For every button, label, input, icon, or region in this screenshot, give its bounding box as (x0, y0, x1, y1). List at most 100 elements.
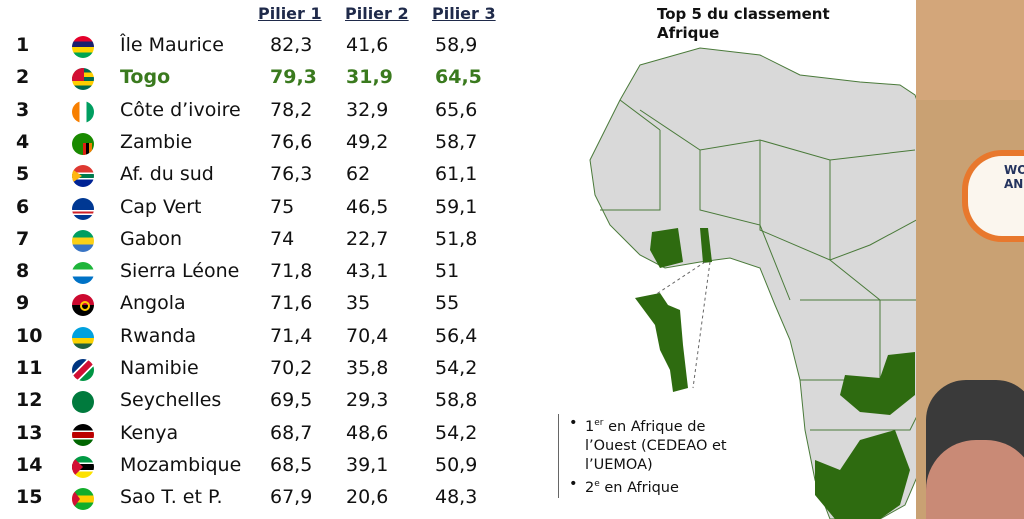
togo-enlarged (635, 293, 688, 392)
zoom-connector-lines (654, 261, 711, 389)
pilier-1-value: 68,5 (270, 453, 313, 476)
note-1-sup: er (594, 418, 604, 428)
pilier-3-value: 65,6 (435, 98, 478, 121)
pilier-1-value: 70,2 (270, 357, 313, 379)
pilier-2-value: 62 (346, 163, 371, 186)
pilier-2-value: 46,5 (346, 195, 389, 218)
decorative-illustration (916, 0, 1024, 519)
rank: 10 (16, 324, 43, 347)
pilier-2-value: 49,2 (346, 130, 389, 153)
rank: 13 (16, 421, 43, 444)
pilier-1-value: 79,3 (270, 66, 317, 89)
pilier-1-value: 67,9 (270, 486, 313, 509)
rank: 12 (16, 389, 43, 412)
pilier-1-value: 71,6 (270, 292, 313, 315)
rank: 7 (16, 227, 30, 250)
country-name: Namibie (120, 357, 199, 379)
rank: 14 (16, 453, 43, 476)
country-name: Seychelles (120, 389, 222, 412)
pilier-3-value: 54,2 (435, 357, 478, 379)
table-row: 13 Kenya 68,7 48,6 54,2 (0, 417, 520, 449)
pilier-2-value: 32,9 (346, 98, 389, 121)
country-name: Af. du sud (120, 163, 214, 186)
togo-region (700, 228, 712, 263)
country-name: Angola (120, 292, 186, 315)
sao-tome-flag-icon (72, 488, 94, 511)
note-2: 2e en Afrique (569, 475, 749, 498)
togo-flag-icon (72, 68, 94, 91)
sierra-leone-flag-icon (72, 262, 94, 285)
pilier-3-value: 64,5 (435, 66, 482, 89)
logo-text-line2: AN (1004, 177, 1024, 191)
pilier-2-value: 31,9 (346, 66, 393, 89)
gabon-flag-icon (72, 229, 94, 252)
south-africa-region (815, 430, 910, 519)
pilier-1-value: 68,7 (270, 421, 313, 444)
pilier-3-value: 51,8 (435, 227, 478, 250)
table-row: 4 Zambie 76,6 49,2 58,7 (0, 126, 520, 158)
country-name: Togo (120, 66, 171, 89)
pilier-2-value: 29,3 (346, 389, 389, 412)
country-name: Gabon (120, 227, 183, 250)
rwanda-flag-icon (72, 326, 94, 349)
table-row: 6 Cap Vert 75 46,5 59,1 (0, 191, 520, 223)
pilier-2-value: 43,1 (346, 260, 389, 283)
pilier-3-value: 48,3 (435, 486, 478, 509)
country-name: Mozambique (120, 453, 242, 476)
pilier-2-value: 41,6 (346, 34, 389, 56)
rank: 11 (16, 357, 43, 379)
rank: 15 (16, 486, 43, 509)
pilier-1-value: 71,4 (270, 324, 313, 347)
country-name: Cap Vert (120, 195, 202, 218)
pilier-1-value: 76,3 (270, 163, 313, 186)
rank: 2 (16, 66, 30, 89)
pilier-3-value: 54,2 (435, 421, 478, 444)
logo-text-line1: WO (1004, 163, 1024, 177)
pilier-1-value: 69,5 (270, 389, 313, 412)
pilier-1-value: 74 (270, 227, 295, 250)
pilier-3-value: 58,8 (435, 389, 478, 412)
table-row: 5 Af. du sud 76,3 62 61,1 (0, 158, 520, 190)
note-1: 1er en Afrique de l’Ouest (CEDEAO et l’U… (569, 414, 749, 475)
table-row: 1 Île Maurice 82,3 41,6 58,9 (0, 29, 520, 61)
country-name: Sierra Léone (120, 260, 240, 283)
face-illustration-bottom (926, 440, 1024, 519)
country-borders (600, 99, 920, 431)
mauritius-flag-icon (72, 36, 94, 58)
pilier-2-value: 39,1 (346, 453, 389, 476)
pilier-1-value: 75 (270, 195, 295, 218)
pilier-3-value: 51 (435, 260, 460, 283)
pilier-2-value: 70,4 (346, 324, 389, 347)
cote-divoire-flag-icon (72, 100, 94, 123)
namibia-flag-icon (72, 359, 94, 381)
africa-landmass (589, 47, 920, 519)
table-row: 7 Gabon 74 22,7 51,8 (0, 223, 520, 255)
seychelles-flag-icon (72, 391, 94, 414)
note-1-num: 1 (585, 418, 595, 435)
country-name: Rwanda (120, 324, 197, 347)
rank: 4 (16, 130, 30, 153)
mozambique-flag-icon (72, 455, 94, 478)
africa-map (589, 47, 920, 519)
table-row: 14 Mozambique 68,5 39,1 50,9 (0, 449, 520, 481)
table-row: 11 Namibie 70,2 35,8 54,2 (0, 352, 520, 384)
pilier-1-value: 78,2 (270, 98, 313, 121)
pilier-2-value: 22,7 (346, 227, 389, 250)
map-title-line2: Afrique (657, 24, 720, 42)
pilier-2-value: 35 (346, 292, 371, 315)
logo-badge (962, 150, 1024, 242)
kenya-flag-icon (72, 423, 94, 446)
rank: 6 (16, 195, 30, 218)
face-illustration-top (916, 0, 1024, 100)
header-pilier-1: Pilier 1 (258, 4, 322, 23)
pilier-1-value: 71,8 (270, 260, 313, 283)
map-title-line1: Top 5 du classement (657, 5, 830, 23)
map-notes: 1er en Afrique de l’Ouest (CEDEAO et l’U… (558, 414, 749, 498)
pilier-3-value: 58,7 (435, 130, 478, 153)
table-row: 3 Côte d’ivoire 78,2 32,9 65,6 (0, 94, 520, 126)
country-name: Île Maurice (120, 34, 224, 56)
table-row: 9 Angola 71,6 35 55 (0, 287, 520, 319)
zambia-flag-icon (72, 132, 94, 155)
pilier-1-value: 82,3 (270, 34, 313, 56)
cape-verde-flag-icon (72, 197, 94, 220)
